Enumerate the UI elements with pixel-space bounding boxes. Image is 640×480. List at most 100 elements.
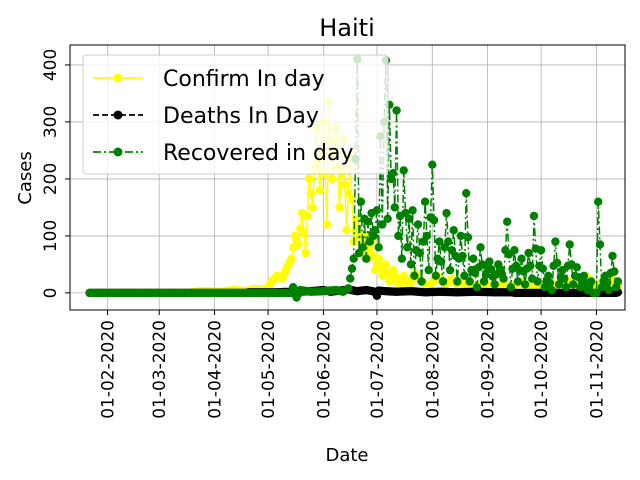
data-point	[390, 203, 399, 212]
data-point	[342, 226, 351, 235]
data-point	[479, 277, 489, 286]
data-point	[553, 258, 562, 268]
data-point	[449, 226, 458, 235]
data-point	[372, 206, 382, 215]
axes-frame	[69, 44, 626, 311]
data-point	[371, 226, 380, 235]
data-point	[349, 254, 358, 263]
data-point	[545, 278, 555, 288]
data-point	[526, 261, 535, 270]
data-point	[613, 277, 623, 286]
data-point	[374, 254, 383, 263]
data-point	[442, 208, 451, 218]
x-tick-label: 01-04-2020	[206, 320, 226, 419]
data-point	[429, 216, 439, 225]
data-point	[490, 280, 499, 289]
data-point	[378, 220, 387, 229]
y-tick-label: 300	[41, 106, 61, 138]
data-point	[358, 243, 367, 252]
data-point	[347, 264, 357, 273]
data-point	[422, 231, 432, 241]
data-point	[499, 274, 508, 283]
data-point	[462, 189, 471, 198]
data-point	[408, 206, 417, 215]
y-tick-label: 200	[41, 163, 61, 195]
data-point	[294, 240, 303, 249]
data-point	[572, 263, 581, 272]
legend-label: Deaths In Day	[163, 104, 319, 129]
y-tick-label: 400	[41, 49, 61, 81]
data-point	[536, 246, 546, 255]
data-point	[328, 174, 337, 184]
data-point	[438, 277, 448, 286]
data-point	[388, 169, 398, 178]
data-point	[335, 203, 344, 212]
data-point	[517, 254, 526, 263]
data-point	[437, 257, 446, 266]
data-point	[594, 197, 603, 206]
data-point	[444, 237, 453, 246]
legend-label: Confirm In day	[163, 67, 325, 92]
data-point	[592, 288, 601, 298]
data-point	[503, 217, 512, 226]
data-point	[520, 280, 530, 289]
x-tick-label: 01-02-2020	[98, 320, 118, 419]
data-point	[301, 248, 310, 258]
data-point	[551, 237, 560, 246]
data-point	[381, 260, 391, 269]
data-point	[595, 240, 605, 249]
data-point	[404, 214, 414, 223]
data-point	[306, 189, 316, 198]
data-point	[420, 197, 430, 206]
x-tick-label: 01-10-2020	[532, 320, 552, 419]
data-point	[356, 197, 366, 206]
data-point	[608, 251, 617, 261]
x-axis-label: Date	[325, 445, 368, 466]
legend: Confirm In day Deaths In Day Recovered in …	[82, 54, 389, 175]
data-point	[344, 284, 353, 293]
data-point	[303, 211, 312, 221]
data-point	[374, 243, 383, 252]
data-point	[424, 265, 433, 275]
data-point	[413, 220, 423, 229]
data-point	[315, 186, 324, 195]
data-point	[463, 233, 473, 242]
data-point	[476, 243, 485, 252]
data-point	[510, 246, 519, 255]
data-point	[453, 277, 462, 286]
data-point	[299, 228, 308, 238]
chart-title: Haiti	[319, 14, 375, 42]
data-point	[524, 248, 533, 258]
legend-box	[82, 54, 389, 175]
data-point	[565, 240, 574, 249]
data-point	[604, 285, 614, 295]
series-recovered-in-day	[85, 55, 623, 302]
x-tick-label: 01-06-2020	[314, 320, 334, 419]
legend-marker	[113, 73, 123, 83]
data-point	[431, 271, 440, 280]
data-point	[362, 254, 371, 263]
data-point	[586, 277, 596, 286]
y-axis-label: Cases	[15, 151, 36, 204]
data-point	[460, 271, 469, 280]
x-tick-label: 01-11-2020	[587, 320, 607, 419]
data-point	[529, 211, 539, 221]
x-tick-label: 01-09-2020	[479, 320, 499, 419]
data-point	[406, 260, 416, 269]
legend-marker	[113, 147, 123, 157]
data-point	[603, 278, 612, 288]
data-point	[561, 283, 571, 292]
data-point	[403, 243, 412, 252]
data-point	[472, 283, 482, 292]
data-point	[465, 277, 474, 286]
data-point	[456, 231, 465, 241]
ticks: 01-02-2020 01-03-2020 01-04-2020 01-05-2020…	[41, 49, 607, 419]
data-point	[560, 274, 569, 283]
data-point	[392, 106, 401, 115]
data-point	[610, 267, 619, 276]
data-point	[538, 264, 548, 273]
data-point	[554, 280, 564, 289]
data-point	[435, 237, 444, 246]
data-point	[417, 277, 426, 286]
